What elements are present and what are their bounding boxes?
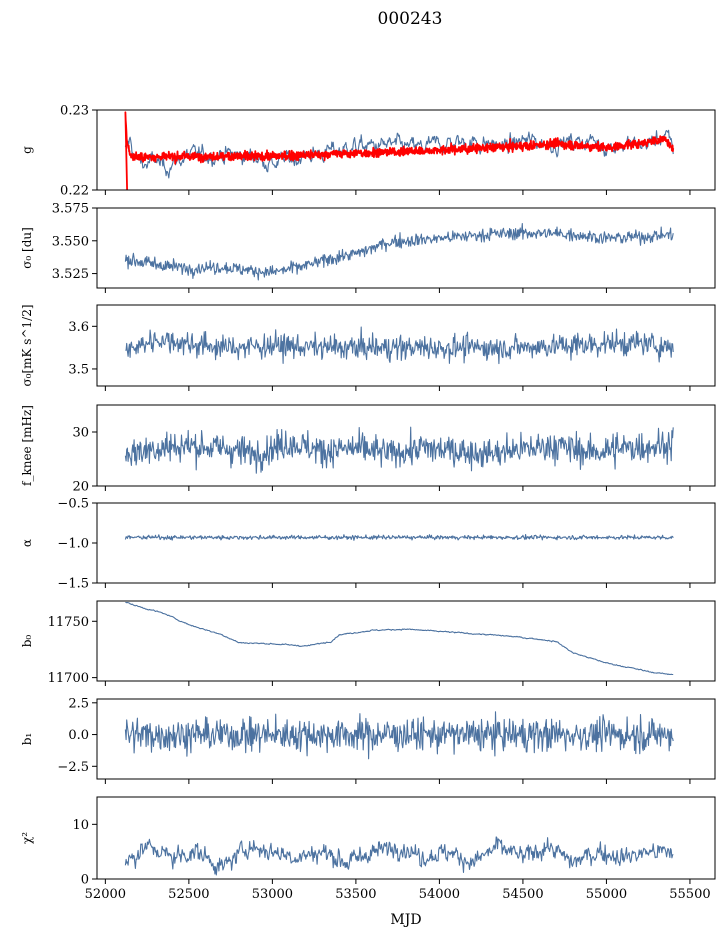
- ytick-label-alpha-1: −1.0: [57, 537, 89, 552]
- ytick-label-b0-0: 11700: [48, 671, 89, 686]
- ylabel-sigma0_mk: σ₀[mK s^1/2]: [20, 304, 34, 386]
- axes-frame-b0: [96, 600, 716, 682]
- ytick-label-b1-2: 2.5: [68, 696, 89, 711]
- ytick-label-chi2-0: 0: [81, 873, 89, 888]
- series-line-g-1: [124, 111, 675, 191]
- series-line-b1-0: [124, 711, 674, 760]
- ytick-label-sigma0_du-0: 3.525: [52, 267, 89, 282]
- ytick-label-b1-1: 0.0: [68, 728, 89, 743]
- axes-frame-chi2: [96, 796, 716, 880]
- axes-frame-alpha: [96, 502, 716, 584]
- axes-frame-b1: [96, 698, 716, 780]
- ytick-label-fknee-1: 30: [72, 426, 89, 441]
- axes-frame-sigma0_du: [96, 207, 716, 289]
- axes-frame-sigma0_mk: [96, 304, 716, 387]
- ylabel-alpha: α: [20, 539, 34, 547]
- series-line-fknee-0: [124, 426, 674, 474]
- panel-chi2: 0 10 52000 52500 53000 53500 54000 54500 55000 55…: [20, 796, 716, 902]
- ytick-label-sigma0_mk-0: 3.5: [68, 362, 89, 377]
- xtick-label-2: 53000: [252, 887, 293, 902]
- axes-frame-g: [96, 109, 716, 191]
- chart-title: 000243: [378, 9, 443, 29]
- ylabel-b1: b₁: [20, 733, 34, 746]
- xtick-label-1: 52500: [168, 887, 209, 902]
- ytick-label-g-1: 0.23: [60, 104, 89, 119]
- ytick-label-alpha-2: −0.5: [57, 497, 89, 512]
- xtick-label-5: 54500: [502, 887, 543, 902]
- xtick-label-3: 53500: [335, 887, 376, 902]
- x-axis-label: MJD: [390, 912, 421, 928]
- xtick-label-0: 52000: [85, 887, 126, 902]
- xtick-label-4: 54000: [419, 887, 460, 902]
- series-line-alpha-0: [124, 533, 674, 541]
- panel-sigma0_mk: 3.5 3.6 σ₀[mK s^1/2]: [20, 304, 716, 391]
- panel-g: 0.22 0.23 g: [20, 104, 716, 199]
- xtick-label-7: 55500: [669, 887, 710, 902]
- ytick-label-chi2-1: 10: [72, 818, 89, 833]
- ylabel-fknee: f_knee [mHz]: [20, 405, 34, 486]
- series-line-chi2-0: [124, 836, 674, 876]
- panel-sigma0_du: 3.525 3.550 3.575 σ₀ [du]: [20, 202, 716, 293]
- panels: 0.22 0.23 g 3.525 3.550 3.575 σ₀ [du] 3.5 3.6 σ₀[…: [20, 104, 716, 902]
- ylabel-b0: b₀: [20, 635, 34, 648]
- ytick-label-g-0: 0.22: [60, 184, 89, 199]
- ylabel-sigma0_du: σ₀ [du]: [20, 227, 34, 269]
- ytick-label-b1-0: −2.5: [57, 760, 89, 775]
- xtick-label-6: 55000: [586, 887, 627, 902]
- series-line-sigma0_du-0: [124, 223, 674, 281]
- series-line-b0-0: [125, 601, 674, 676]
- panel-alpha: −1.5 −1.0 −0.5 α: [20, 497, 716, 592]
- panel-b0: 11700 11750 b₀: [20, 600, 716, 686]
- ytick-label-sigma0_mk-1: 3.6: [68, 320, 89, 335]
- axes-frame-fknee: [96, 404, 716, 487]
- ytick-label-fknee-0: 20: [72, 480, 89, 495]
- ytick-label-sigma0_du-1: 3.550: [52, 234, 89, 249]
- ytick-label-alpha-0: −1.5: [57, 577, 89, 592]
- ytick-label-sigma0_du-2: 3.575: [52, 202, 89, 217]
- series-line-sigma0_mk-0: [125, 326, 674, 365]
- panel-b1: −2.5 0.0 2.5 b₁: [20, 696, 716, 784]
- ylabel-chi2: χ²: [20, 832, 34, 844]
- ytick-label-b0-1: 11750: [48, 615, 89, 630]
- ylabel-g: g: [20, 146, 34, 154]
- panel-fknee: 20 30 f_knee [mHz]: [20, 404, 716, 495]
